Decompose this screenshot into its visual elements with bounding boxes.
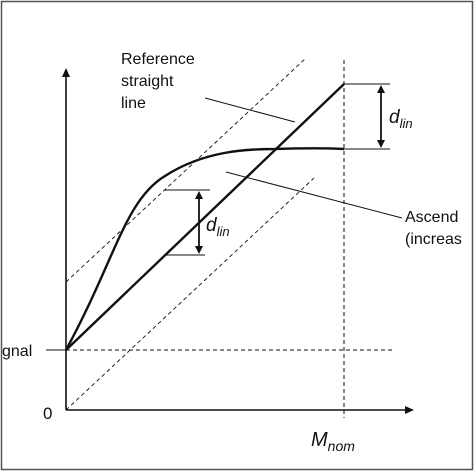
d-lin-middle-main: d [206, 215, 218, 236]
m-nom-main: M [311, 429, 328, 451]
ascending-curve-label-line-2: (increas [405, 231, 462, 248]
ascending-curve-leader [225, 171, 403, 219]
reference-straight-line [65, 83, 345, 351]
d-lin-middle-label: dlin [206, 215, 230, 239]
d-lin-right-label: dlin [389, 107, 413, 131]
signal-label: gnal [2, 343, 32, 360]
reference-line-label-line-1: Reference [121, 51, 195, 68]
d-lin-right-subscript: lin [400, 116, 413, 131]
m-nom-label: Mnom [311, 429, 355, 454]
reference-line-label-line-2: straight [121, 73, 174, 90]
d-lin-middle-subscript: lin [217, 224, 230, 239]
ascending-characteristic-curve [64, 147, 345, 351]
reference-line-label-line-3: line [121, 95, 146, 112]
d-lin-right-main: d [389, 107, 401, 128]
upper-tolerance-dashed-line [65, 57, 307, 283]
ascending-curve-label-line-1: Ascend [405, 209, 458, 226]
reference-line-leader [204, 97, 296, 123]
lower-tolerance-dashed-line [65, 177, 315, 411]
origin-label: 0 [43, 404, 52, 423]
m-nom-subscript: nom [328, 438, 356, 454]
